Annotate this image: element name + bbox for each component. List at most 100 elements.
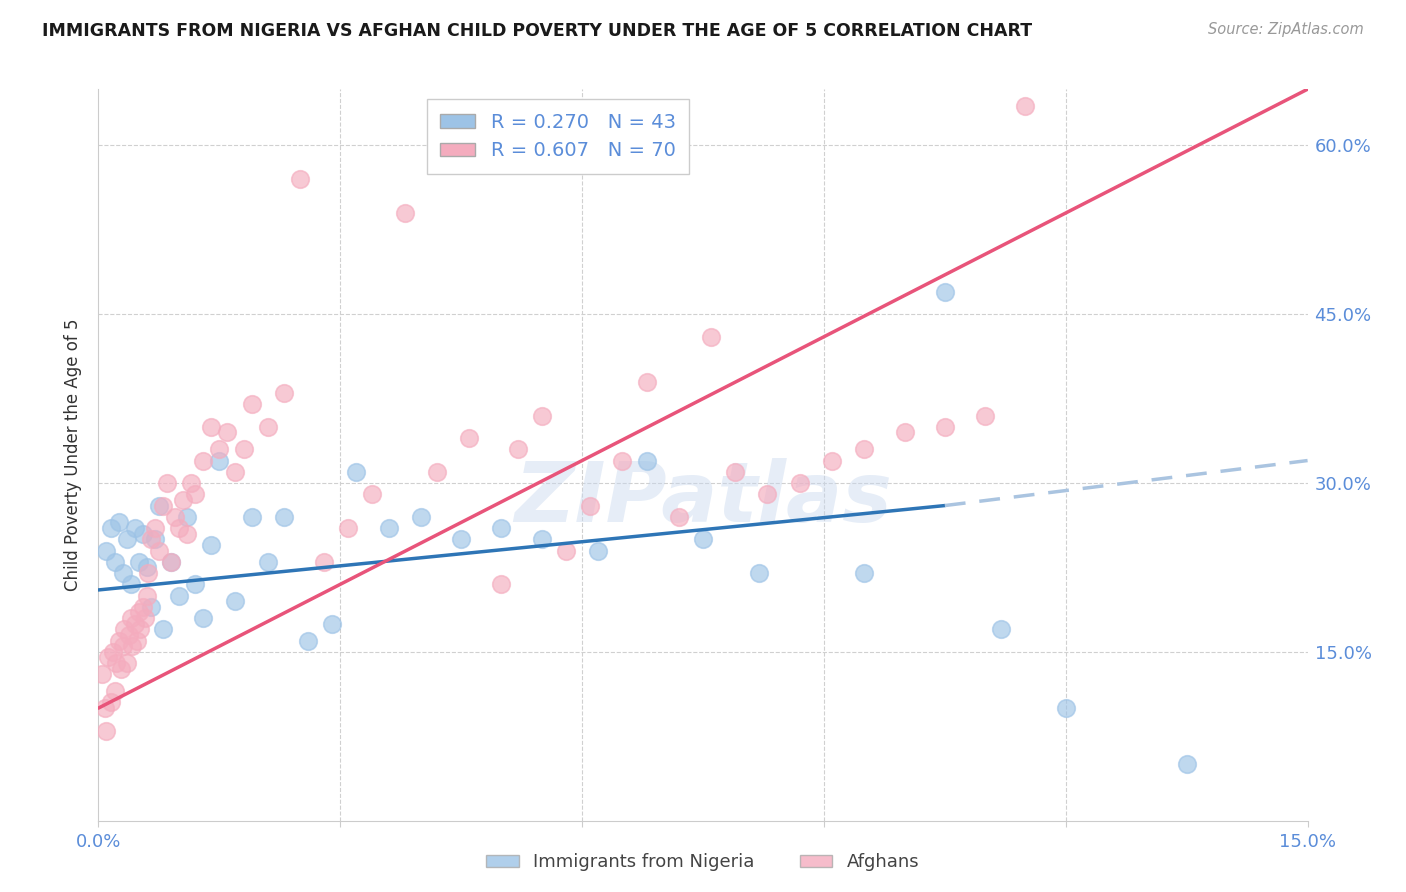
Text: ZIPatlas: ZIPatlas — [515, 458, 891, 540]
Point — [208, 453, 231, 467]
Point — [240, 509, 263, 524]
Point — [120, 577, 142, 591]
Point — [110, 662, 132, 676]
Point — [112, 623, 135, 637]
Point — [668, 509, 690, 524]
Point — [530, 409, 553, 423]
Point — [118, 628, 141, 642]
Point — [273, 509, 295, 524]
Point — [344, 465, 367, 479]
Point — [821, 453, 844, 467]
Point — [321, 616, 343, 631]
Point — [105, 656, 128, 670]
Point — [138, 566, 160, 580]
Point — [132, 526, 155, 541]
Point — [103, 555, 125, 569]
Point — [152, 623, 174, 637]
Point — [180, 476, 202, 491]
Point — [273, 386, 295, 401]
Point — [853, 442, 876, 457]
Point — [152, 499, 174, 513]
Point — [124, 616, 146, 631]
Point — [700, 330, 723, 344]
Point — [394, 206, 416, 220]
Point — [111, 566, 134, 580]
Legend: R = 0.270   N = 43, R = 0.607   N = 70: R = 0.270 N = 43, R = 0.607 N = 70 — [426, 99, 689, 174]
Point — [160, 555, 183, 569]
Point — [100, 696, 122, 710]
Point — [100, 521, 122, 535]
Point — [134, 611, 156, 625]
Point — [107, 516, 129, 530]
Point — [377, 521, 399, 535]
Point — [97, 650, 120, 665]
Point — [193, 611, 215, 625]
Point — [94, 701, 117, 715]
Point — [143, 521, 166, 535]
Point — [128, 606, 150, 620]
Point — [506, 442, 529, 457]
Point — [426, 465, 449, 479]
Point — [974, 409, 997, 423]
Point — [200, 419, 222, 434]
Point — [934, 419, 956, 434]
Point — [148, 499, 170, 513]
Point — [160, 555, 183, 569]
Point — [853, 566, 876, 580]
Point — [337, 521, 360, 535]
Point — [748, 566, 770, 580]
Point — [361, 487, 384, 501]
Point — [96, 543, 118, 558]
Point — [224, 465, 246, 479]
Point — [232, 442, 254, 457]
Point — [724, 465, 747, 479]
Point — [148, 543, 170, 558]
Point — [240, 397, 263, 411]
Point — [121, 639, 143, 653]
Point — [256, 419, 278, 434]
Point — [139, 533, 162, 547]
Point — [135, 589, 157, 603]
Point — [200, 538, 222, 552]
Point — [128, 555, 150, 569]
Point — [530, 533, 553, 547]
Point — [409, 509, 432, 524]
Point — [1014, 99, 1036, 113]
Point — [692, 533, 714, 547]
Point — [1054, 701, 1077, 715]
Point — [990, 623, 1012, 637]
Y-axis label: Child Poverty Under the Age of 5: Child Poverty Under the Age of 5 — [65, 318, 83, 591]
Point — [789, 476, 811, 491]
Point — [314, 555, 336, 569]
Point — [91, 667, 114, 681]
Point — [636, 453, 658, 467]
Point — [934, 285, 956, 299]
Point — [127, 633, 149, 648]
Point — [135, 560, 157, 574]
Point — [579, 499, 602, 513]
Text: Source: ZipAtlas.com: Source: ZipAtlas.com — [1208, 22, 1364, 37]
Legend: Immigrants from Nigeria, Afghans: Immigrants from Nigeria, Afghans — [479, 847, 927, 879]
Point — [167, 521, 190, 535]
Point — [115, 656, 138, 670]
Point — [184, 577, 207, 591]
Point — [1175, 757, 1198, 772]
Point — [163, 509, 186, 524]
Point — [586, 543, 609, 558]
Point — [256, 555, 278, 569]
Point — [756, 487, 779, 501]
Text: IMMIGRANTS FROM NIGERIA VS AFGHAN CHILD POVERTY UNDER THE AGE OF 5 CORRELATION C: IMMIGRANTS FROM NIGERIA VS AFGHAN CHILD … — [42, 22, 1032, 40]
Point — [143, 533, 166, 547]
Point — [167, 589, 190, 603]
Point — [491, 521, 513, 535]
Point — [107, 633, 129, 648]
Point — [172, 492, 194, 507]
Point — [555, 543, 578, 558]
Point — [120, 611, 142, 625]
Point — [636, 375, 658, 389]
Point — [156, 476, 179, 491]
Point — [893, 425, 915, 440]
Point — [217, 425, 239, 440]
Point — [458, 431, 481, 445]
Point — [103, 684, 125, 698]
